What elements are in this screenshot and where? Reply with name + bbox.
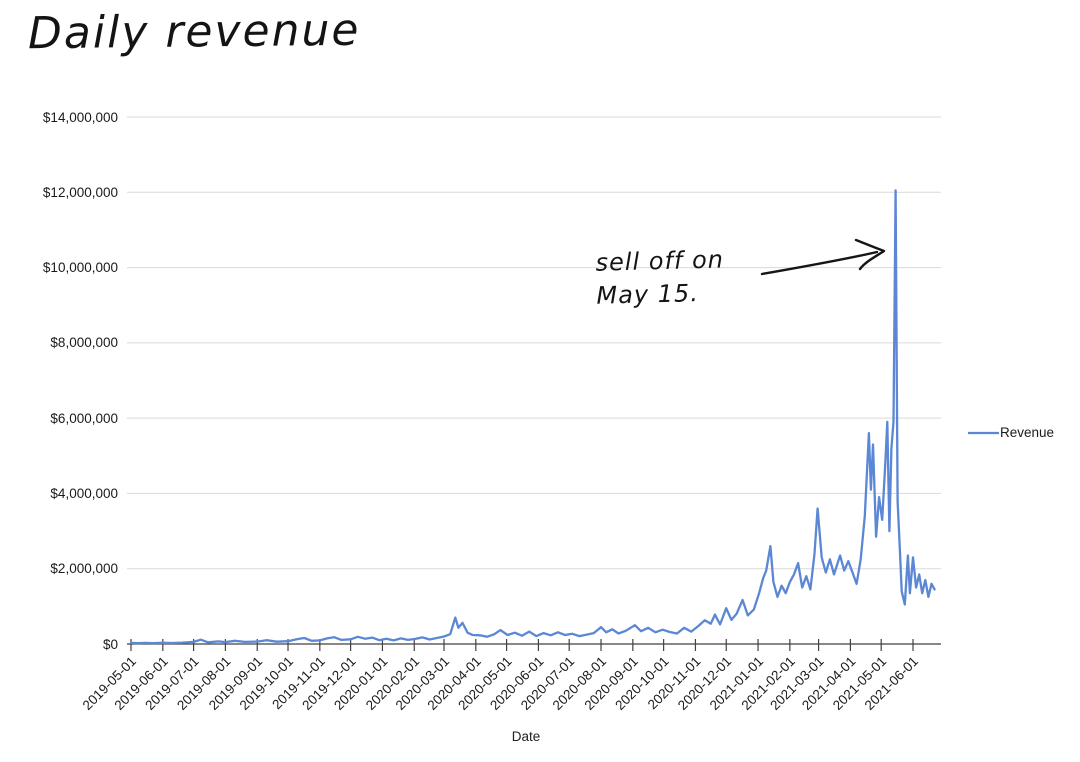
- y-axis-label: $12,000,000: [42, 184, 118, 200]
- legend-label: Revenue: [1000, 425, 1055, 440]
- y-axis-label: $10,000,000: [42, 260, 118, 276]
- y-axis-label: $14,000,000: [42, 109, 118, 125]
- y-axis-label: $8,000,000: [50, 335, 118, 351]
- revenue-series-line: [129, 189, 936, 645]
- y-axis-label: $4,000,000: [50, 485, 118, 501]
- handwritten-annotation: sell off on May 15.: [595, 241, 807, 312]
- y-axis-label: $0: [102, 636, 118, 652]
- x-axis-title: Date: [511, 729, 541, 744]
- annotation-arrowhead: [854, 238, 886, 271]
- annotation-line-1: sell off on: [595, 245, 725, 277]
- annotation-arrow: [760, 250, 879, 276]
- y-axis-label: $2,000,000: [50, 561, 118, 577]
- annotation-line-2: May 15.: [596, 279, 700, 310]
- y-axis-label: $6,000,000: [50, 410, 118, 426]
